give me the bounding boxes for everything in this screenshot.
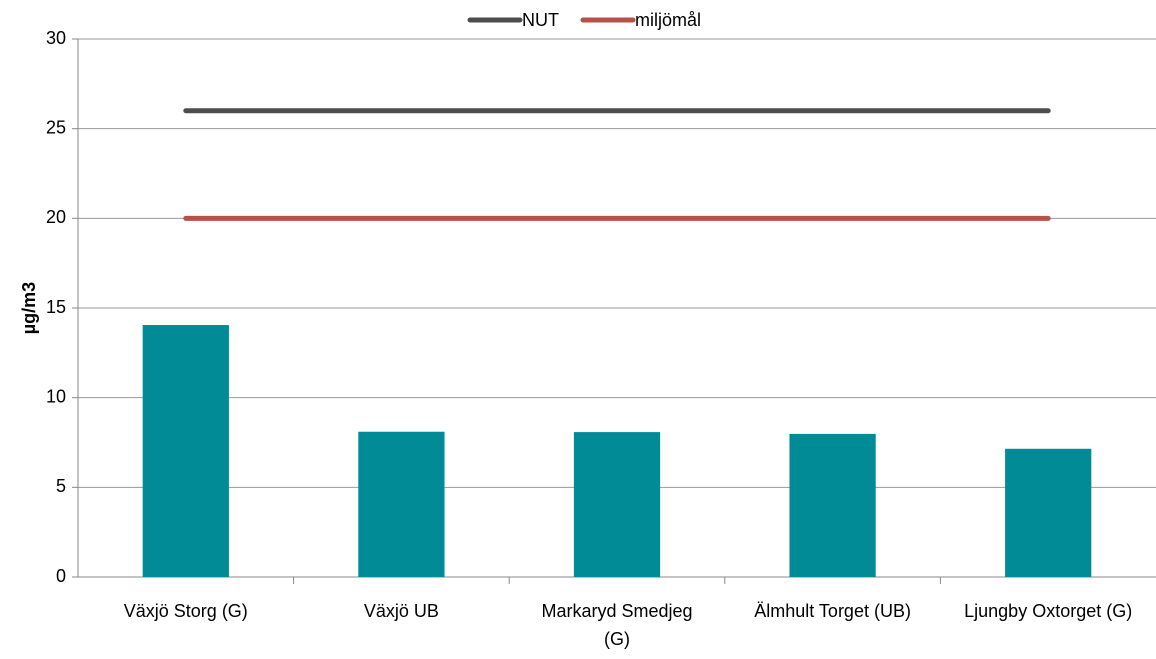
legend-label: NUT [522,10,559,30]
bar [1005,448,1092,577]
legend-label: miljömål [635,10,701,30]
x-tick-label: Växjö Storg (G) [123,601,248,621]
x-tick-label: Ljungby Oxtorget (G) [964,601,1133,621]
y-tick-label: 20 [46,207,66,227]
x-tick-label: Älmhult Torget (UB) [754,601,911,621]
bar [789,433,876,577]
y-axis-label: µg/m3 [19,282,39,334]
y-tick-label: 15 [46,297,66,317]
y-tick-label: 0 [56,566,66,586]
bar [142,325,229,577]
x-tick-label: Växjö UB [363,601,439,621]
x-tick-label: Markaryd Smedjeg (G) [541,601,693,649]
y-tick-label: 5 [56,476,66,496]
y-tick-label: 25 [46,117,66,137]
y-tick-label: 30 [46,28,66,48]
bar [573,432,661,577]
bar [358,431,445,577]
y-tick-label: 10 [46,386,66,406]
